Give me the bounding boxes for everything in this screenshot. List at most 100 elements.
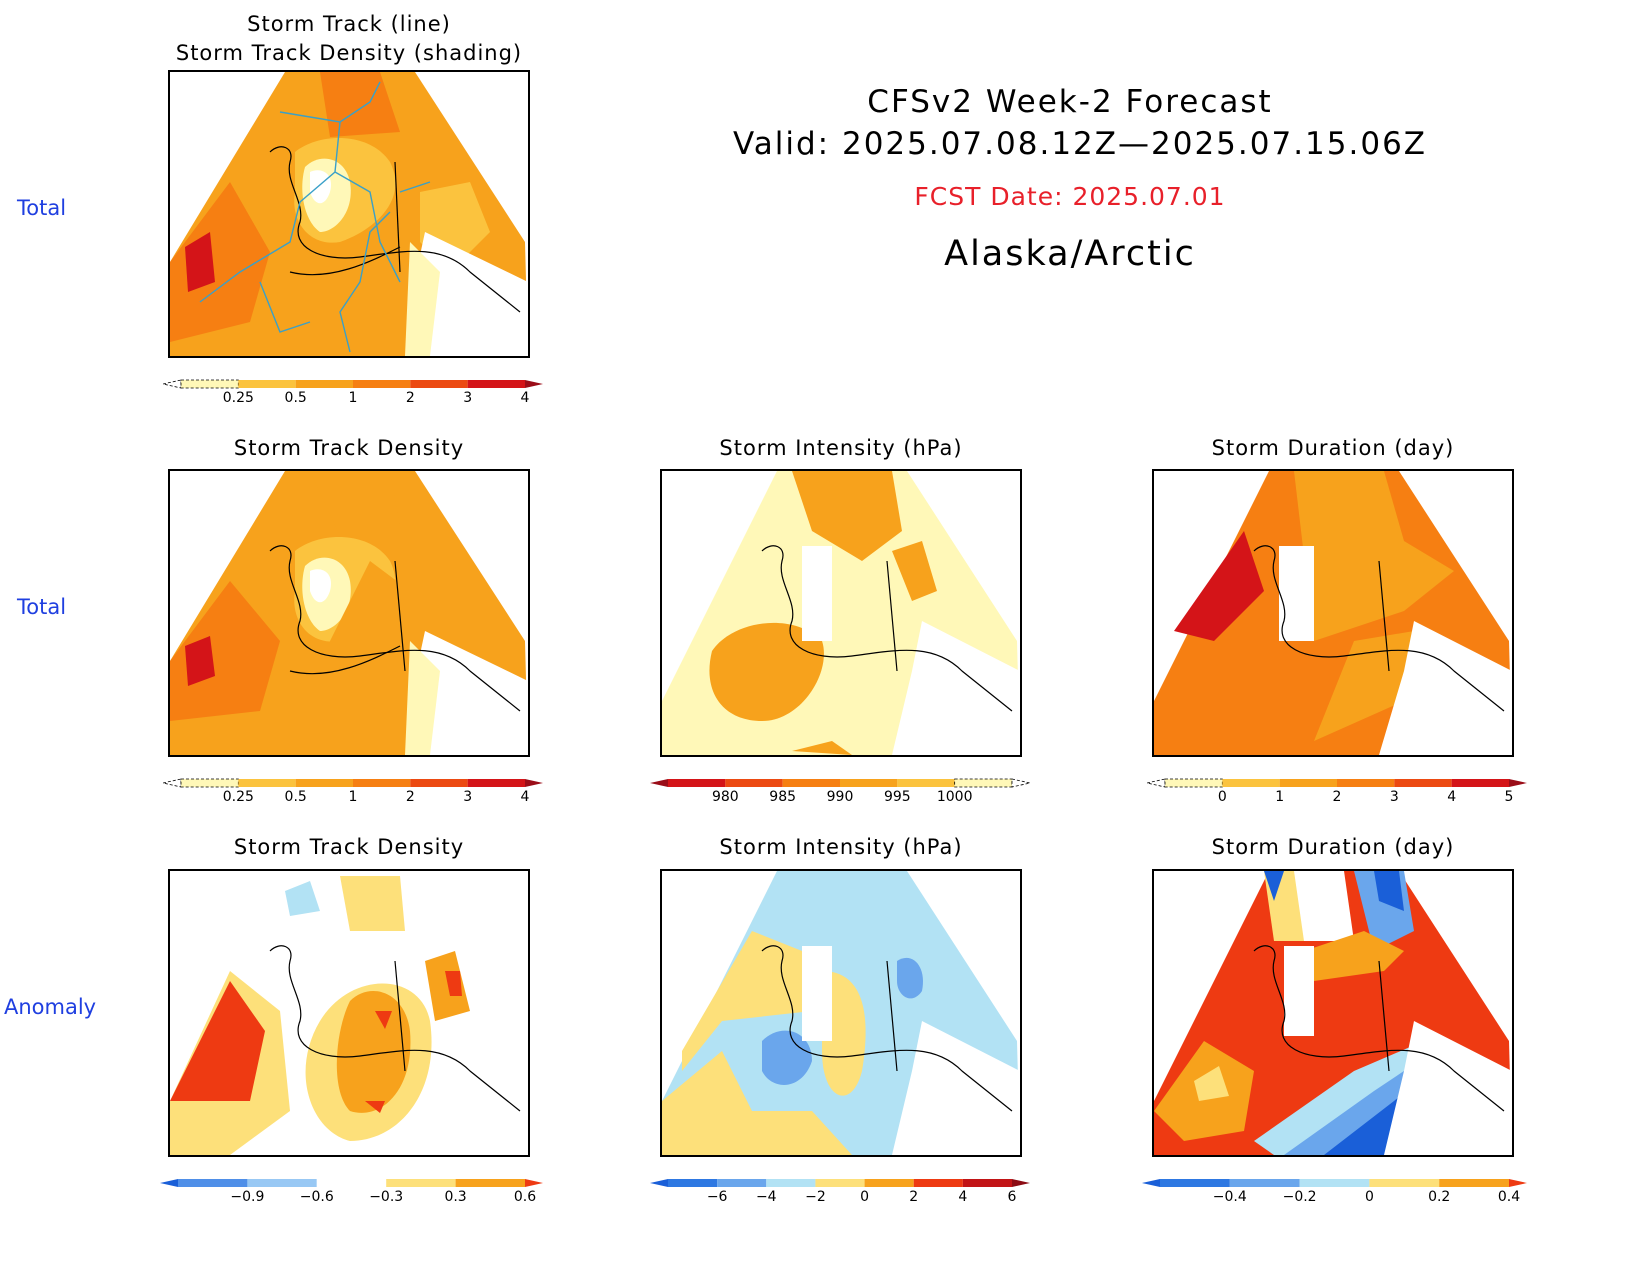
colorbar-tick-label: 2 [1333,789,1342,805]
colorbar-segment [1160,1179,1230,1187]
colorbar-segment [1369,1179,1440,1187]
colorbar-tick-label: 4 [958,1189,967,1205]
colorbar-segment [410,779,468,787]
colorbar-duration-total: 0 1 2 3 4 5 [1147,778,1527,805]
colorbar-segment [840,779,898,787]
colorbar-tick-label: 3 [1390,789,1399,805]
colorbar-tick-label: −6 [707,1189,728,1205]
colorbar-segment [1439,1179,1509,1187]
colorbar-tick-label: 3 [463,390,472,406]
colorbar-segment [353,380,411,388]
panel-title-duration-anomaly: Storm Duration (day) [1211,835,1455,859]
colorbar-segment [1451,779,1509,787]
colorbar-segment [316,1179,387,1187]
colorbar-segment [782,779,840,787]
figure-title-line1: CFSv2 Week-2 Forecast [867,84,1273,120]
colorbar-segment [467,779,525,787]
colorbar-segment [897,779,955,787]
panel-title-density-total: Storm Track Density [233,436,465,460]
row-label-anomaly: Anomaly [4,995,97,1019]
colorbar-segment [1394,779,1452,787]
colorbar-segment [766,1179,816,1187]
colorbar-segment [717,1179,767,1187]
colorbar-tick-label: 1 [349,390,358,406]
panel-title-storm-track-top: Storm Track (line) Storm Track Density (… [175,12,523,65]
colorbar-tick-label: 995 [884,789,911,805]
panel-title-density-anomaly: Storm Track Density [233,835,465,859]
colorbar-duration-anomaly: −0.4 −0.2 0 0.2 0.4 [1142,1179,1527,1205]
colorbar-segment [467,380,525,388]
colorbar-tick-label: 4 [521,789,530,805]
colorbar-tick-label: 2 [909,1189,918,1205]
colorbar-tick-label: 2 [406,789,415,805]
colorbar-segment [668,779,726,787]
colorbar-segment [247,1179,317,1187]
forecast-date: FCST Date: 2025.07.01 [914,182,1226,211]
panel-title-intensity-total: Storm Intensity (hPa) [719,436,963,460]
colorbar-tick-label: −4 [756,1189,777,1205]
colorbar-tick-label: 0 [1365,1189,1374,1205]
colorbar-tick-label: −0.4 [1213,1189,1247,1205]
colorbar-right-arrow [1012,1179,1030,1187]
colorbar-segment [668,1179,718,1187]
colorbar-tick-label: −0.3 [369,1189,403,1205]
colorbar-segment [386,1179,456,1187]
colorbar-density-anomaly: −0.9−0.6−0.30.30.60.9 [160,1179,543,1205]
colorbar-left-arrow [650,779,668,787]
map-panel-duration-anomaly [1152,869,1514,1157]
colorbar-segment [954,778,1013,788]
colorbar-tick-label: 0 [1218,789,1227,805]
colorbar-tick-label: 980 [712,789,739,805]
colorbar-segment [815,1179,865,1187]
colorbar-right-arrow [525,1179,543,1187]
colorbar-segment [353,779,411,787]
colorbar-tick-label: 6 [1008,1189,1017,1205]
colorbar-left-arrow [163,379,182,389]
colorbar-segment [913,1179,963,1187]
colorbar-right-arrow [1011,778,1030,788]
colorbar-tick-label: 0.5 [285,789,307,805]
colorbar-tick-label: 0.5 [285,390,307,406]
colorbar-segment [180,379,239,389]
colorbar-left-arrow [1147,778,1166,788]
figure-title-line2: Valid: 2025.07.08.12Z—2025.07.15.06Z [732,126,1428,162]
colorbar-segment [725,779,783,787]
colorbar-segment [238,779,296,787]
colorbar-left-arrow [650,1179,668,1187]
map-panel-intensity-anomaly [660,869,1022,1157]
colorbar-left-arrow [160,1179,178,1187]
colorbar-tick-label: 4 [521,390,530,406]
colorbar-tick-label: 985 [769,789,796,805]
colorbar-tick-label: 3 [463,789,472,805]
colorbar-tick-label: 0.25 [223,390,254,406]
colorbar-segment [238,380,296,388]
colorbar-segment [178,1179,248,1187]
colorbar-density-top: 0.25 0.5 1 2 3 4 [163,379,543,406]
colorbar-intensity-total: 980 985 990 995 1000 [650,778,1030,805]
colorbar-tick-label: 2 [406,390,415,406]
colorbar-tick-label: 0.4 [1498,1189,1520,1205]
colorbar-tick-label: 4 [1447,789,1456,805]
panel-title-duration-total: Storm Duration (day) [1211,436,1455,460]
colorbar-segment [180,778,239,788]
colorbar-segment [1337,779,1395,787]
colorbar-tick-label: 1 [349,789,358,805]
map-panel-density-anomaly [168,869,530,1157]
colorbar-tick-label: 5 [1505,789,1514,805]
colorbar-segment [1229,1179,1300,1187]
colorbar-segment [295,380,353,388]
map-panel-density-total [168,469,530,757]
colorbar-tick-label: −0.6 [300,1189,334,1205]
colorbar-intensity-anomaly: −6 −4 −2 0 2 4 6 [650,1179,1030,1205]
colorbar-tick-label: 990 [827,789,854,805]
colorbar-right-arrow [1509,1179,1527,1187]
colorbar-tick-label: 0.6 [514,1189,536,1205]
colorbar-segment [1279,779,1337,787]
colorbar-left-arrow [163,778,182,788]
row-label-total-top: Total [17,196,67,220]
colorbar-tick-label: −2 [805,1189,826,1205]
colorbar-tick-label: −0.2 [1283,1189,1317,1205]
colorbar-segment [864,1179,914,1187]
map-panel-intensity-total [660,469,1022,757]
panel-title-intensity-anomaly: Storm Intensity (hPa) [719,835,963,859]
